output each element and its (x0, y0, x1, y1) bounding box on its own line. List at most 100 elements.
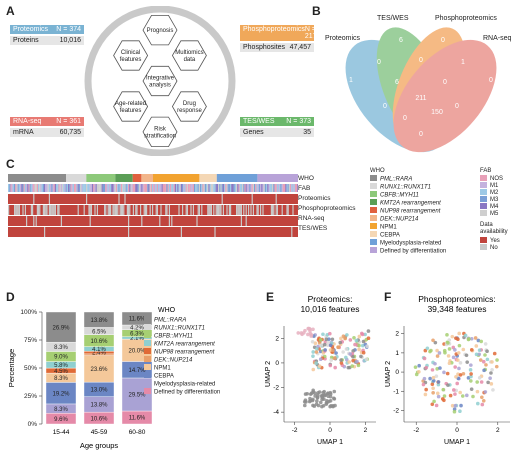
venn-label-rnaseq: RNA-seq (483, 35, 512, 42)
scatter-point (447, 347, 452, 351)
legend-label: DEK::NUP214 (154, 358, 193, 364)
fab-cell (262, 184, 264, 192)
availability-missing (230, 205, 232, 215)
scatter-point (338, 340, 343, 345)
scatter-point (350, 364, 355, 368)
fab-cell (185, 184, 187, 192)
scatter-point (431, 375, 436, 380)
scatter-title: 10,016 features (300, 304, 359, 314)
scatter-point (446, 354, 451, 358)
scatter-point (431, 338, 435, 343)
scatter-point (481, 359, 486, 364)
scatter-point (436, 382, 441, 387)
availability-missing (273, 205, 275, 215)
fab-cell (87, 184, 89, 192)
box-n: N = 373 (286, 118, 311, 125)
fab-cell (173, 184, 175, 192)
hexagon-label: response (177, 108, 202, 114)
legend-label: M5 (490, 211, 499, 217)
scatter-point (480, 395, 484, 400)
scatter-point (481, 398, 486, 403)
who-segment (141, 174, 153, 182)
scatter-point (490, 367, 494, 372)
bar-value-label: 8.3% (54, 376, 68, 382)
legend-title-who: WHO (370, 168, 385, 174)
fab-cell (228, 184, 231, 192)
legend-swatch (370, 215, 377, 221)
scatter-point (446, 383, 450, 387)
fab-cell (261, 184, 263, 192)
track-label-who: WHO (298, 175, 314, 182)
legend-swatch (480, 175, 487, 181)
availability-missing (51, 205, 53, 215)
fab-cell (54, 184, 57, 192)
availability-missing (110, 205, 112, 215)
bar-value-label: 8.3% (54, 407, 68, 413)
y-tick-label: -4 (273, 409, 279, 416)
bar-value-label: 4.5% (54, 369, 68, 375)
scatter-point (450, 403, 455, 408)
fab-cell (68, 184, 70, 192)
fab-cell (112, 184, 114, 192)
scatter-point (483, 390, 488, 394)
venn-count: 1 (461, 59, 465, 66)
hexagon-label: Integrative (146, 76, 175, 82)
fab-cell (188, 184, 190, 192)
legend-label: Myelodysplasia-related (380, 241, 441, 247)
venn-count: 0 (403, 115, 407, 122)
availability-missing (77, 205, 79, 215)
fab-cell (26, 184, 28, 192)
scatter-point (329, 358, 334, 362)
availability-missing (159, 216, 161, 226)
availability-missing (50, 205, 52, 215)
scatter-point (464, 393, 469, 398)
fab-cell (170, 184, 172, 192)
scatter-point (313, 394, 317, 398)
scatter-point (313, 391, 317, 395)
hexagon-label: features (120, 57, 142, 63)
scatter-point (441, 387, 446, 392)
sample-tracks (8, 174, 298, 237)
fab-cell (172, 184, 174, 192)
availability-missing (222, 205, 224, 215)
scatter-point (361, 339, 366, 344)
scatter-point (428, 376, 432, 381)
fab-cell (83, 184, 85, 192)
fab-cell (86, 184, 88, 192)
scatter-point (458, 361, 463, 365)
legend-title: WHO (158, 307, 176, 314)
availability-missing (192, 205, 194, 215)
availability-missing (86, 194, 88, 204)
scatter-point (333, 365, 337, 370)
track-label-phospho: Phosphoproteomics (298, 205, 356, 212)
fab-cell (56, 184, 58, 192)
y-tick-label: -2 (393, 407, 399, 414)
availability-missing (119, 205, 121, 215)
fab-cell (69, 184, 71, 192)
panel-label-e: E (266, 290, 275, 304)
bar-value-label: 8.3% (54, 345, 68, 351)
fab-cell (233, 184, 235, 192)
fab-cell (214, 184, 216, 192)
availability-missing (58, 205, 60, 215)
fab-cell (99, 184, 101, 192)
who-segment (66, 174, 87, 182)
umap-proteomics: Proteomics:10,016 features -2 0 2 -4 -2 0 2 UMAP… (265, 294, 376, 446)
box-val: 10,016 (59, 37, 81, 44)
bar-value-label: 26.9% (52, 325, 70, 331)
scatter-point (450, 334, 455, 339)
scatter-point (452, 409, 457, 414)
fab-cell (208, 184, 210, 192)
fab-cell (203, 184, 205, 192)
scatter-point (311, 327, 315, 332)
legend-label: M3 (490, 197, 499, 203)
bar-segment (83, 355, 115, 383)
legend-swatch (480, 210, 487, 216)
venn-diagram: TES/WES Phosphoproteomics Proteomics RNA… (325, 15, 512, 153)
fab-cell (218, 184, 220, 192)
scatter-point (430, 368, 435, 372)
fab-cell (18, 184, 21, 192)
scatter-point (438, 366, 442, 370)
scatter-point (456, 358, 460, 362)
scatter-point (466, 337, 471, 342)
